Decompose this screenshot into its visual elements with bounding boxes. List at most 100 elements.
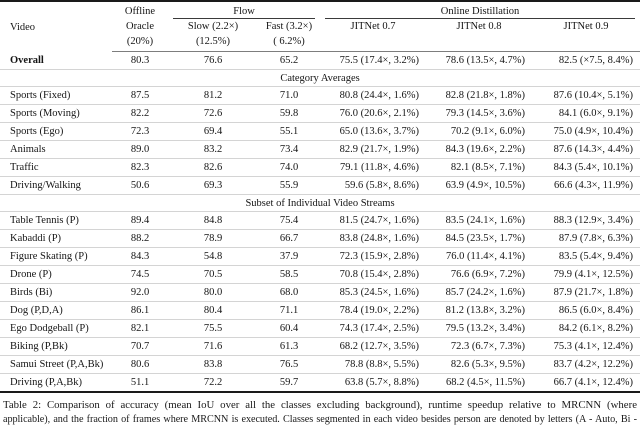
column-header-jitnet-09: JITNet 0.9 <box>532 19 640 34</box>
table-cell: 87.9 (21.7×, 1.8%) <box>532 284 640 302</box>
table-cell: 70.8 (15.4×, 2.8%) <box>320 266 426 284</box>
row-label: Overall <box>0 52 112 70</box>
table-cell: 61.3 <box>258 338 320 356</box>
table-cell: 83.7 (4.2×, 12.2%) <box>532 356 640 374</box>
table-cell: 73.4 <box>258 141 320 159</box>
table-cell: 87.6 (14.3×, 4.4%) <box>532 141 640 159</box>
caption: Table 2: Comparison of accuracy (mean Io… <box>0 398 640 427</box>
table-cell: 80.6 <box>112 356 168 374</box>
results-table: Video Offline Flow Online Distillation O… <box>0 0 640 393</box>
column-group-flow: Flow <box>168 1 320 19</box>
table-cell: 80.8 (24.4×, 1.6%) <box>320 87 426 105</box>
row-label: Driving (P,A,Bk) <box>0 374 112 393</box>
section-title-row: Category Averages <box>0 70 640 87</box>
table-cell: 87.5 <box>112 87 168 105</box>
table-cell: 78.4 (19.0×, 2.2%) <box>320 302 426 320</box>
table-cell: 66.7 <box>258 230 320 248</box>
caption-line-1: Table 2: Comparison of accuracy (mean Io… <box>3 398 637 413</box>
table-cell: 70.5 <box>168 266 258 284</box>
table-cell: 85.3 (24.5×, 1.6%) <box>320 284 426 302</box>
table-cell: 87.6 (10.4×, 5.1%) <box>532 87 640 105</box>
table-cell: 79.3 (14.5×, 3.6%) <box>426 105 532 123</box>
column-header-jitnet-07: JITNet 0.7 <box>320 19 426 34</box>
table-cell: 55.9 <box>258 177 320 195</box>
table-cell: 63.9 (4.9×, 10.5%) <box>426 177 532 195</box>
column-header-oracle: Oracle <box>112 19 168 34</box>
table-cell: 78.6 (13.5×, 4.7%) <box>426 52 532 70</box>
table-cell: 72.6 <box>168 105 258 123</box>
table-cell: 84.5 (23.5×, 1.7%) <box>426 230 532 248</box>
table-cell: 72.2 <box>168 374 258 393</box>
table-cell: 65.0 (13.6×, 3.7%) <box>320 123 426 141</box>
table-cell: 79.1 (11.8×, 4.6%) <box>320 159 426 177</box>
table-cell: 86.1 <box>112 302 168 320</box>
table-cell: 84.2 (6.1×, 8.2%) <box>532 320 640 338</box>
table-cell: 83.8 <box>168 356 258 374</box>
table-cell: 80.4 <box>168 302 258 320</box>
table-cell: 58.5 <box>258 266 320 284</box>
row-label: Sports (Moving) <box>0 105 112 123</box>
column-header-offline: Offline <box>112 1 168 19</box>
table-cell: 59.8 <box>258 105 320 123</box>
table-cell: 71.1 <box>258 302 320 320</box>
column-header-slow-pct: (12.5%) <box>168 34 258 52</box>
table-cell: 75.4 <box>258 212 320 230</box>
table-cell: 78.8 (8.8×, 5.5%) <box>320 356 426 374</box>
table-cell: 86.5 (6.0×, 8.4%) <box>532 302 640 320</box>
table-cell: 72.3 (15.9×, 2.8%) <box>320 248 426 266</box>
table-cell: 84.3 (19.6×, 2.2%) <box>426 141 532 159</box>
row-label: Figure Skating (P) <box>0 248 112 266</box>
table-cell: 68.2 (4.5×, 11.5%) <box>426 374 532 393</box>
table-cell: 84.3 (5.4×, 10.1%) <box>532 159 640 177</box>
table-cell: 84.1 (6.0×, 9.1%) <box>532 105 640 123</box>
row-label: Birds (Bi) <box>0 284 112 302</box>
table-cell: 76.5 <box>258 356 320 374</box>
row-label: Samui Street (P,A,Bk) <box>0 356 112 374</box>
table-cell: 81.2 (13.8×, 3.2%) <box>426 302 532 320</box>
table-cell: 37.9 <box>258 248 320 266</box>
table-cell: 83.2 <box>168 141 258 159</box>
row-label: Animals <box>0 141 112 159</box>
row-label: Biking (P,Bk) <box>0 338 112 356</box>
table-cell: 66.7 (4.1×, 12.4%) <box>532 374 640 393</box>
table-cell: 69.3 <box>168 177 258 195</box>
table-header: Video Offline Flow Online Distillation O… <box>0 1 640 52</box>
table-cell: 68.0 <box>258 284 320 302</box>
table-cell: 82.5 (×7.5, 8.4%) <box>532 52 640 70</box>
row-label: Drone (P) <box>0 266 112 284</box>
table-cell: 76.6 (6.9×, 7.2%) <box>426 266 532 284</box>
column-header-oracle-pct: (20%) <box>112 34 168 52</box>
table-cell: 66.6 (4.3×, 11.9%) <box>532 177 640 195</box>
table-cell: 59.7 <box>258 374 320 393</box>
table-cell: 85.7 (24.2×, 1.6%) <box>426 284 532 302</box>
column-header-fast-pct: ( 6.2%) <box>258 34 320 52</box>
table-cell: 83.8 (24.8×, 1.6%) <box>320 230 426 248</box>
table-cell: 82.8 (21.8×, 1.8%) <box>426 87 532 105</box>
table-cell: 83.5 (24.1×, 1.6%) <box>426 212 532 230</box>
table-cell: 51.1 <box>112 374 168 393</box>
table-cell: 88.3 (12.9×, 3.4%) <box>532 212 640 230</box>
table-cell: 69.4 <box>168 123 258 141</box>
table-cell: 76.0 (11.4×, 4.1%) <box>426 248 532 266</box>
table-cell: 70.2 (9.1×, 6.0%) <box>426 123 532 141</box>
row-label: Table Tennis (P) <box>0 212 112 230</box>
table-cell: 68.2 (12.7×, 3.5%) <box>320 338 426 356</box>
table-cell: 55.1 <box>258 123 320 141</box>
table-cell: 74.5 <box>112 266 168 284</box>
table-cell: 82.1 (8.5×, 7.1%) <box>426 159 532 177</box>
table-cell: 72.3 (6.7×, 7.3%) <box>426 338 532 356</box>
table-cell: 71.0 <box>258 87 320 105</box>
table-cell: 89.0 <box>112 141 168 159</box>
section-title: Category Averages <box>0 70 640 87</box>
table-cell: 82.2 <box>112 105 168 123</box>
